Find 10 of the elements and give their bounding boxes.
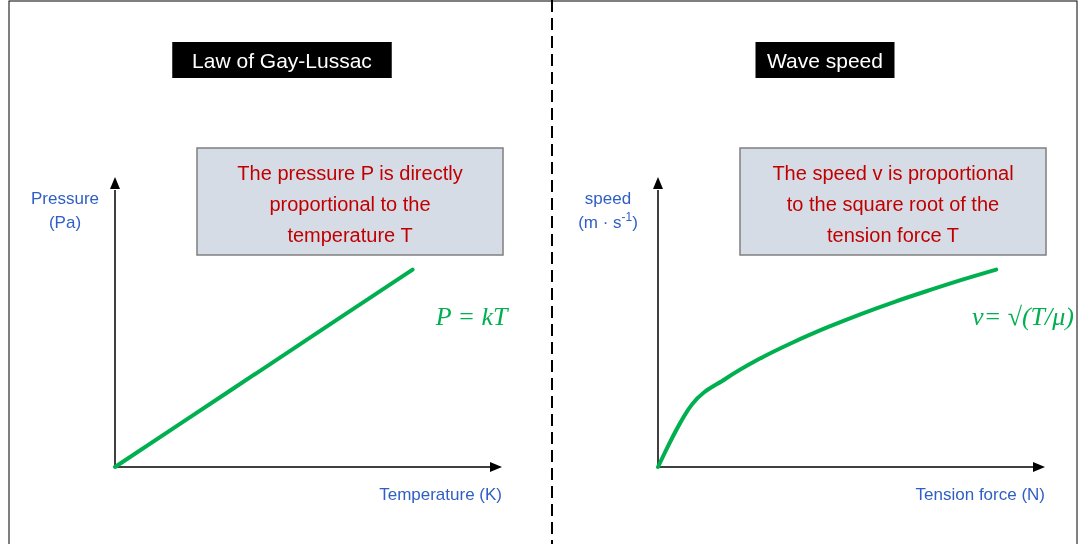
x-axis-title: Temperature (K): [379, 485, 502, 504]
annotation: P = kT: [434, 301, 510, 331]
text: The pressure P is directly proportional to the temperature T: [237, 162, 463, 246]
text: The speed v is proportional to the square root of the tension force T: [772, 162, 1014, 246]
y-axis-title: speed (m · s$^{-1}$): [578, 189, 638, 232]
chart-title: Wave speed: [767, 49, 883, 72]
chart-title: Law of Gay-Lussac: [192, 49, 372, 72]
x-axis-title: Tension force (N): [915, 485, 1045, 504]
annotation: v= √(T/μ): [972, 301, 1074, 331]
y-axis-title: Pressure (Pa): [30, 189, 100, 232]
